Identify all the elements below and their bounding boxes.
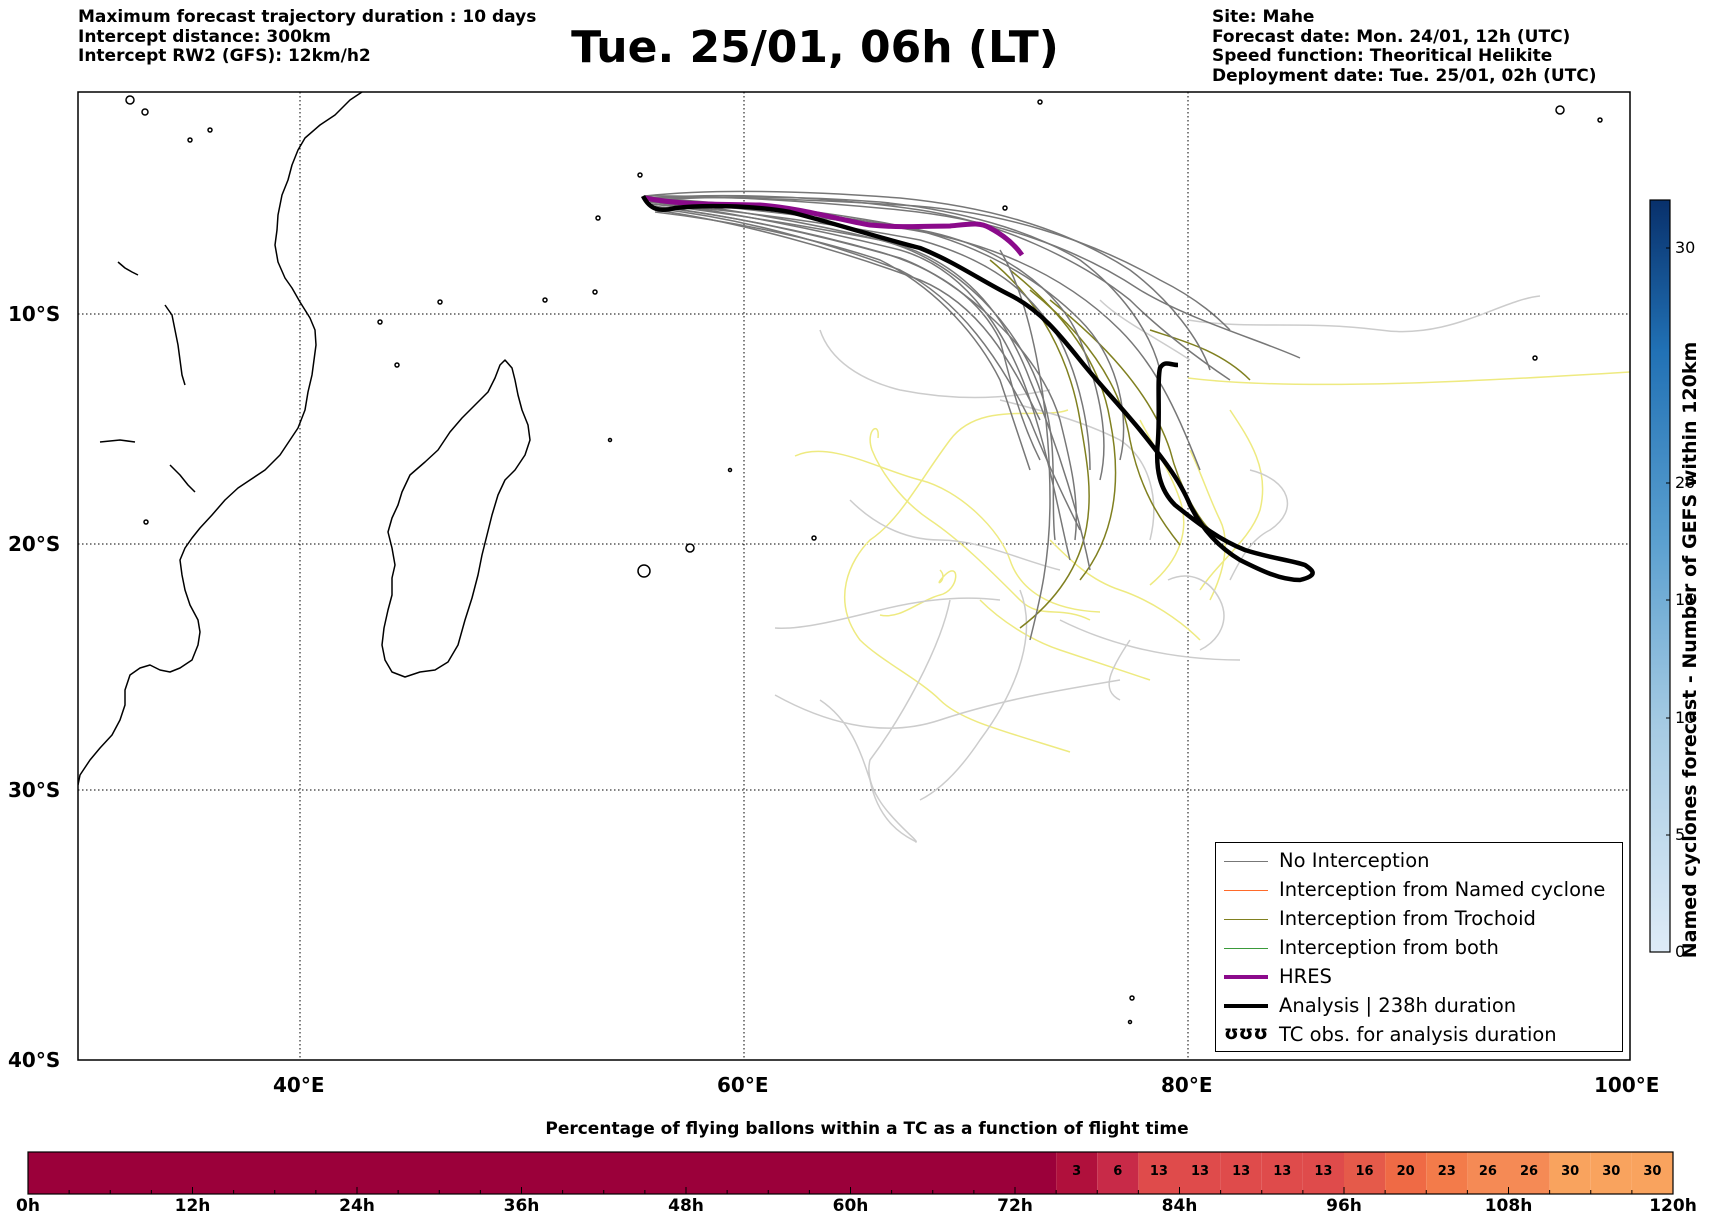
bar-cell — [1631, 1152, 1673, 1194]
bar-cell — [1056, 1152, 1098, 1194]
bar-cell — [1220, 1152, 1262, 1194]
colorbar-tick-0: 0 — [1675, 942, 1686, 961]
purple-line-icon — [1224, 975, 1268, 979]
bar-cell — [1467, 1152, 1509, 1194]
page-title: Tue. 25/01, 06h (LT) — [571, 22, 1059, 73]
legend-item-no-interception: No Interception — [1216, 847, 1622, 875]
bar-cell — [1508, 1152, 1550, 1194]
analysis-trajectory — [640, 194, 1315, 583]
map-legend: No Interception Interception from Named … — [1215, 842, 1623, 1052]
bar-cell — [1097, 1152, 1139, 1194]
bar-cell — [1344, 1152, 1386, 1194]
cyclone-symbol-icon: ʊʊʊ — [1224, 1022, 1269, 1044]
bar-cell — [1261, 1152, 1303, 1194]
legend-item-analysis: Analysis | 238h duration — [1216, 992, 1622, 1020]
bar-cell-zero — [28, 1152, 1057, 1194]
bar-cell — [1385, 1152, 1427, 1194]
black-line-icon — [1224, 1004, 1268, 1008]
lon-label-60e: 60°E — [717, 1073, 769, 1097]
header-info-left: Maximum forecast trajectory duration : 1… — [78, 7, 537, 67]
lat-label-30s: 30°S — [8, 778, 61, 802]
bar-cell — [1590, 1152, 1632, 1194]
legend-item-hres: HRES — [1216, 963, 1622, 991]
bar-cell — [1426, 1152, 1468, 1194]
intercept-distance-text: Intercept distance: 300km — [78, 26, 331, 47]
green-line-icon — [1224, 948, 1268, 949]
lon-label-80e: 80°E — [1161, 1073, 1213, 1097]
bar-cell-label: 26 — [1520, 1164, 1539, 1179]
bar-tick-label: 24h — [339, 1196, 375, 1216]
bar-cell-label: 13 — [1191, 1164, 1210, 1179]
bar-tick-label: 84h — [1161, 1196, 1198, 1216]
colorbar-tick-5: 5 — [1675, 825, 1686, 844]
speed-function-text: Speed function: Theoritical Helikite — [1212, 46, 1553, 66]
bar-tick-label: 48h — [668, 1196, 704, 1216]
bar-cell — [1179, 1152, 1221, 1194]
colorbar-ticks — [1666, 247, 1670, 953]
bar-cell-label: 30 — [1561, 1164, 1580, 1179]
bar-tick-label: 36h — [503, 1196, 540, 1216]
grey-line-icon — [1224, 861, 1268, 862]
forecast-date-text: Forecast date: Mon. 24/01, 12h (UTC) — [1212, 26, 1571, 47]
orange-line-icon — [1224, 890, 1268, 891]
bar-cell-label: 30 — [1602, 1164, 1621, 1179]
bar-cell-label: 3 — [1072, 1164, 1082, 1179]
bar-tick-label: 0h — [16, 1196, 40, 1216]
bar-cell-label: 13 — [1314, 1164, 1333, 1179]
colorbar-tick-20: 20 — [1675, 473, 1696, 492]
bar-cell-label: 13 — [1149, 1164, 1168, 1179]
map-frame — [77, 91, 1631, 1061]
legend-item-trochoid: Interception from Trochoid — [1216, 905, 1622, 933]
bar-cell — [1549, 1152, 1591, 1194]
legend-item-tc-obs: ʊʊʊ TC obs. for analysis duration — [1224, 1022, 1557, 1046]
olive-line-icon — [1224, 919, 1268, 920]
bar-tick-label: 12h — [174, 1196, 211, 1216]
bar-tick-label: 72h — [997, 1196, 1033, 1216]
deployment-date-text: Deployment date: Tue. 25/01, 02h (UTC) — [1212, 65, 1597, 86]
lat-label-40s: 40°S — [8, 1048, 61, 1072]
bar-tick-label: 120h — [1649, 1196, 1697, 1216]
colorbar-tick-15: 15 — [1675, 590, 1696, 609]
legend-item-named-cyclone: Interception from Named cyclone — [1216, 876, 1622, 904]
bar-cell-label: 13 — [1273, 1164, 1292, 1179]
header-info-right: Site: Mahe Forecast date: Mon. 24/01, 12… — [1212, 7, 1597, 86]
lat-label-10s: 10°S — [8, 302, 61, 326]
bar-cell-label: 30 — [1643, 1164, 1662, 1179]
legend-item-both: Interception from both — [1216, 934, 1622, 962]
lon-label-100e: 100°E — [1594, 1073, 1660, 1097]
bar-tick-label: 96h — [1326, 1196, 1362, 1216]
bar-cell-label: 6 — [1113, 1164, 1123, 1179]
bar-cell — [1302, 1152, 1344, 1194]
colorbar-tick-10: 10 — [1675, 708, 1696, 727]
faint-yellow-trajectories — [794, 371, 1630, 753]
bottom-bar-title: Percentage of flying ballons within a TC… — [545, 1119, 1189, 1139]
colorbar-gradient — [1649, 199, 1671, 953]
bar-cell — [1138, 1152, 1180, 1194]
lon-label-40e: 40°E — [273, 1073, 325, 1097]
lat-label-20s: 20°S — [8, 532, 61, 556]
intercept-rw2-text: Intercept RW2 (GFS): 12km/h2 — [78, 46, 371, 66]
site-text: Site: Mahe — [1212, 7, 1315, 27]
coastlines — [78, 92, 1603, 1025]
bar-cell-label: 23 — [1437, 1164, 1456, 1179]
bar-cell-label: 20 — [1396, 1164, 1415, 1179]
colorbar-tick-30: 30 — [1675, 238, 1696, 257]
bar-tick-label: 108h — [1484, 1196, 1533, 1216]
max-duration-text: Maximum forecast trajectory duration : 1… — [78, 7, 537, 27]
bar-cell-label: 16 — [1355, 1164, 1374, 1179]
bar-cell-label: 13 — [1232, 1164, 1251, 1179]
bar-tick-label: 60h — [832, 1196, 869, 1216]
bar-cell-label: 26 — [1478, 1164, 1497, 1179]
